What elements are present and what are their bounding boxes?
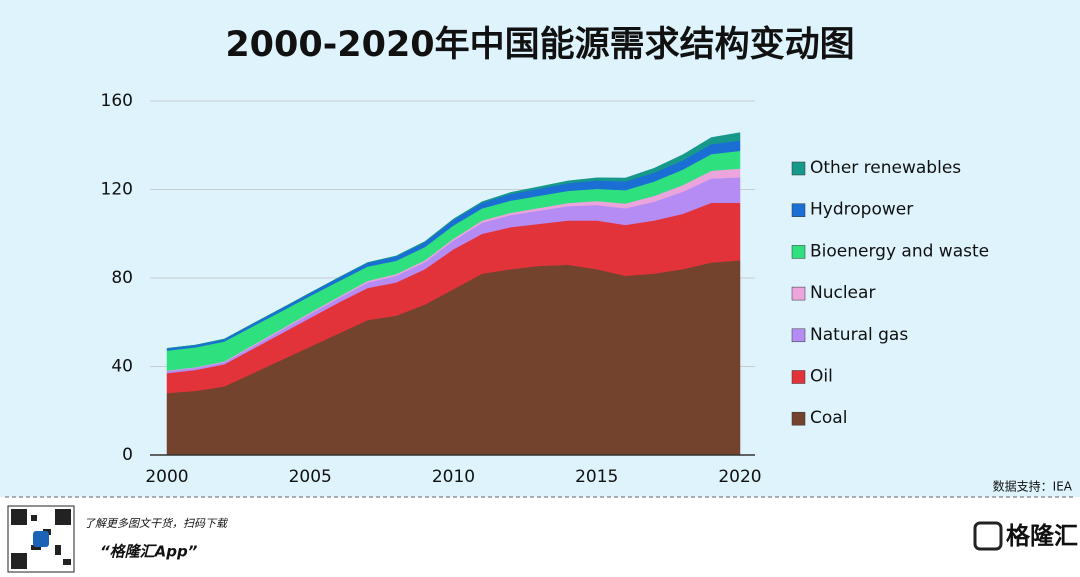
footer-promo: 了解更多图文干货，扫码下载	[84, 517, 229, 530]
footer-app: “格隆汇App”	[100, 543, 198, 561]
legend-label: Nuclear	[810, 283, 875, 303]
legend-label: Hydropower	[810, 200, 913, 220]
y-tick-label: 160	[101, 91, 133, 111]
x-tick-label: 2000	[145, 467, 188, 487]
y-tick-label: 120	[101, 180, 133, 200]
x-tick-label: 2020	[718, 467, 761, 487]
qr-code	[7, 505, 75, 573]
legend-label: Coal	[810, 408, 847, 428]
x-tick-label: 2015	[575, 467, 618, 487]
legend-label: Bioenergy and waste	[810, 241, 989, 261]
logo-text: 格隆汇	[1006, 522, 1078, 550]
y-tick-label: 40	[111, 357, 133, 377]
footer-background	[0, 497, 1080, 577]
logo-icon	[973, 521, 1003, 551]
legend-label: Natural gas	[810, 325, 908, 345]
chart-title: 2000-2020年中国能源需求结构变动图	[225, 25, 854, 65]
legend-swatch	[791, 245, 806, 259]
area	[166, 132, 741, 349]
legend-swatch	[791, 203, 806, 217]
y-tick-label: 80	[111, 268, 133, 288]
legend-swatch	[791, 286, 806, 301]
legend-label: Other renewables	[810, 158, 961, 178]
legend-swatch	[791, 411, 806, 426]
source: 数据支持：IEA	[993, 479, 1073, 494]
x-tick-label: 2010	[432, 467, 475, 487]
legend-swatch	[791, 161, 806, 176]
y-tick-label: 0	[122, 445, 133, 465]
x-tick-label: 2005	[289, 467, 332, 487]
legend-label: Oil	[810, 367, 833, 387]
legend-swatch	[791, 328, 806, 343]
legend-swatch	[791, 370, 806, 384]
